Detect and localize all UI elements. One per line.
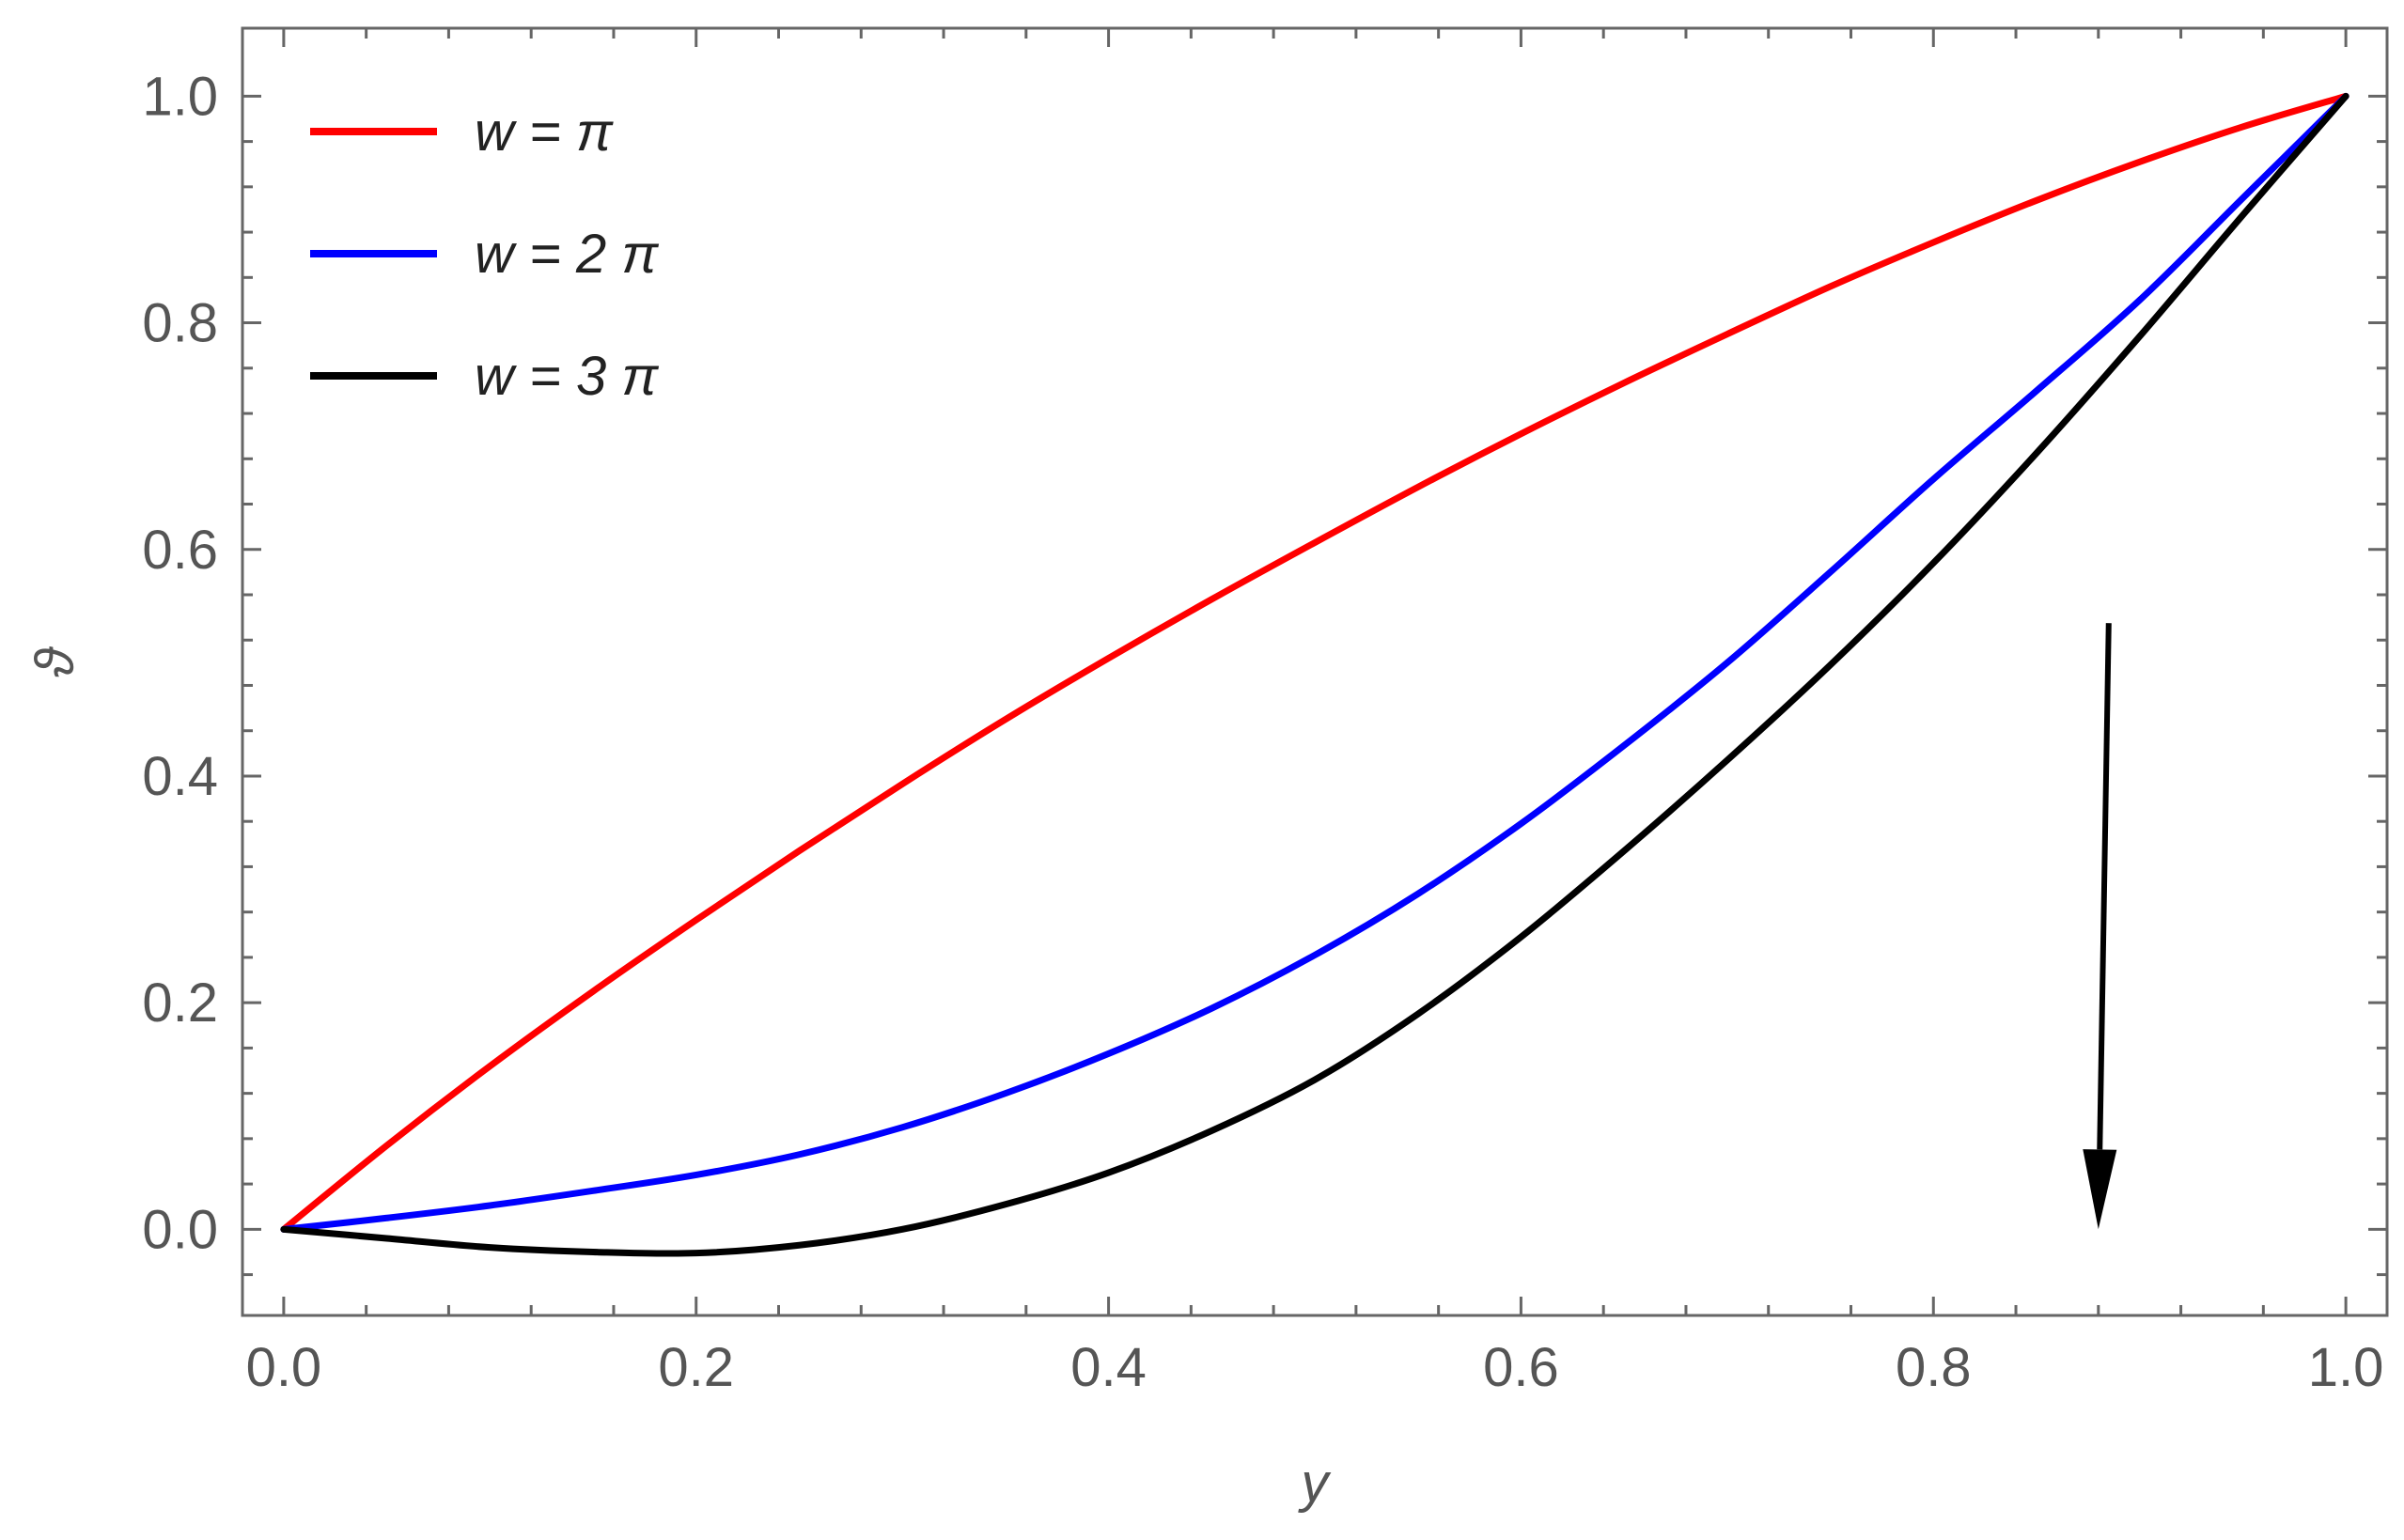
y-tick-label: 0.6	[142, 520, 218, 581]
arrow-head	[2083, 1149, 2117, 1230]
x-tick-label: 0.8	[1896, 1337, 1972, 1398]
legend-label-3: w = 3 π	[475, 346, 659, 407]
series-line-1	[280, 92, 2349, 1233]
axis-ticks	[242, 28, 2387, 1315]
x-tick-label: 0.0	[246, 1337, 322, 1398]
x-tick-label: 0.4	[1070, 1337, 1147, 1398]
series-line-3	[280, 92, 2349, 1257]
arrow-shaft	[2097, 623, 2112, 1150]
legend-label-2: w = 2 π	[475, 224, 659, 285]
y-tick-label: 0.8	[142, 293, 218, 354]
y-tick-label: 0.2	[142, 972, 218, 1034]
legend: w = π w = 2 π w = 3 π	[310, 101, 659, 407]
x-axis-title: y	[1298, 1453, 1332, 1514]
annotations	[2083, 623, 2117, 1230]
y-axis-title: ϑ	[24, 646, 86, 677]
x-tick-label: 0.2	[658, 1337, 734, 1398]
y-tick-label: 0.0	[142, 1199, 218, 1260]
legend-label-1: w = π	[475, 101, 614, 163]
tick-labels: 0.0 0.2 0.4 0.6 0.8 1.0 0.0 0.2 0.4 0.6 0.8 1.0	[142, 66, 2383, 1398]
plot-border	[241, 26, 2389, 1317]
series-lines	[280, 92, 2349, 1257]
series-line-2	[280, 92, 2349, 1233]
y-tick-label: 0.4	[142, 746, 218, 807]
x-tick-label: 0.6	[1483, 1337, 1559, 1398]
y-tick-label: 1.0	[142, 66, 218, 127]
x-tick-label: 1.0	[2308, 1337, 2384, 1398]
plot-frame	[241, 26, 2389, 1317]
